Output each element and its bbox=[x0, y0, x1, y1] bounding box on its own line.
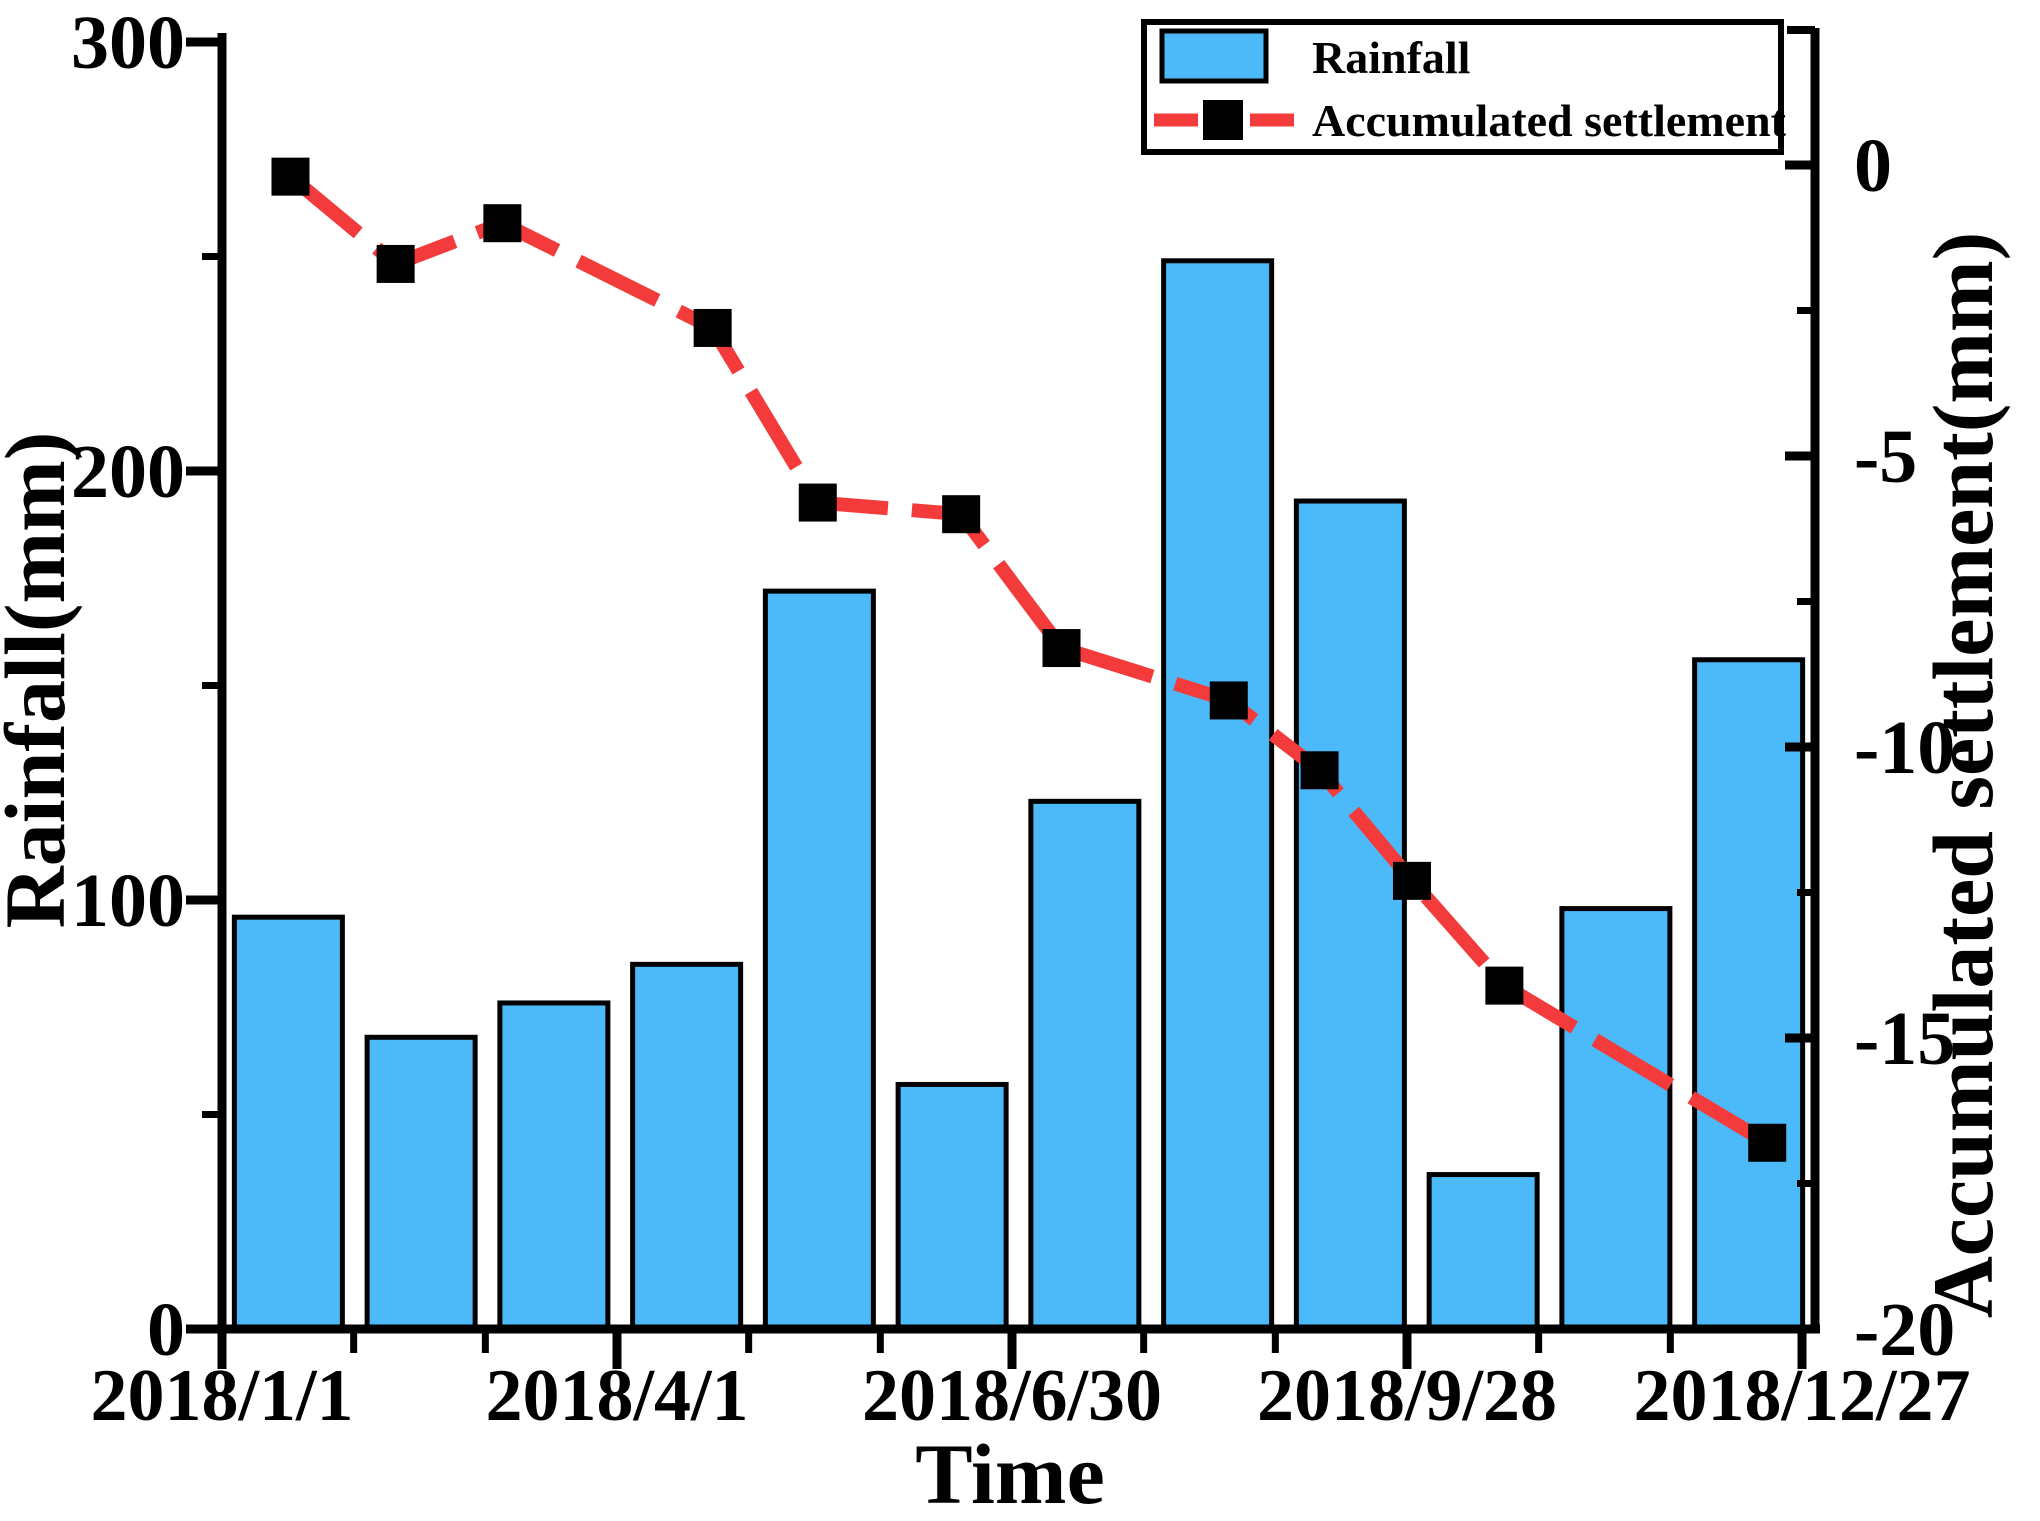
left-axis-tick-label: 300 bbox=[71, 1, 185, 85]
settlement-line-layer bbox=[271, 157, 1787, 1162]
rainfall-bar bbox=[1559, 906, 1673, 1332]
rainfall-bar bbox=[1028, 798, 1142, 1332]
x-axis-date-label: 2018/9/28 bbox=[1257, 1355, 1557, 1437]
rainfall-bar bbox=[1426, 1172, 1540, 1332]
settlement-marker bbox=[1485, 966, 1524, 1005]
settlement-marker bbox=[1209, 681, 1248, 720]
x-axis-title: Time bbox=[915, 1426, 1105, 1521]
settlement-marker bbox=[1300, 751, 1339, 790]
x-axis-date-label: 2018/6/30 bbox=[862, 1355, 1162, 1437]
right-axis-tick-label: -20 bbox=[1854, 1288, 1955, 1372]
settlement-marker bbox=[1748, 1123, 1787, 1162]
rainfall-bar bbox=[630, 961, 744, 1332]
rainfall-bar bbox=[364, 1034, 478, 1332]
rainfall-bar bbox=[1161, 258, 1275, 1332]
settlement-marker bbox=[942, 495, 981, 534]
right-axis-tick-label: 0 bbox=[1854, 124, 1892, 208]
settlement-marker bbox=[798, 483, 837, 522]
legend-square-marker bbox=[1203, 100, 1243, 140]
legend-rainfall-label: Rainfall bbox=[1312, 32, 1470, 83]
rainfall-bars-layer bbox=[231, 258, 1806, 1332]
axes-layer bbox=[186, 26, 1820, 1369]
left-axis-title: Rainfall(mm) bbox=[0, 432, 83, 929]
right-axis-tick-label: -10 bbox=[1854, 706, 1955, 790]
rainfall-bar bbox=[762, 588, 876, 1332]
rainfall-bar bbox=[497, 1000, 611, 1332]
rainfall-bar bbox=[1692, 657, 1806, 1332]
settlement-marker bbox=[1042, 629, 1081, 668]
left-axis-tick-label: 100 bbox=[71, 859, 185, 943]
legend-settlement-label: Accumulated settlement bbox=[1312, 95, 1787, 146]
left-axis-tick-label: 200 bbox=[71, 430, 185, 514]
settlement-marker bbox=[483, 204, 522, 243]
legend: Rainfall Accumulated settlement bbox=[1141, 19, 1787, 155]
x-axis-date-label: 2018/4/1 bbox=[485, 1355, 748, 1437]
settlement-marker bbox=[693, 308, 732, 347]
rainfall-bar bbox=[895, 1081, 1009, 1332]
right-axis-tick-label: -5 bbox=[1854, 415, 1917, 499]
settlement-marker bbox=[376, 244, 415, 283]
rainfall-bar bbox=[1293, 498, 1407, 1332]
settlement-marker bbox=[1392, 861, 1431, 900]
x-axis-date-label: 2018/12/27 bbox=[1633, 1355, 1970, 1437]
right-axis-title: Accumulated settlement(mm) bbox=[1915, 232, 2011, 1319]
right-axis-tick-label: -15 bbox=[1854, 997, 1955, 1081]
left-axis-tick-label: 0 bbox=[147, 1288, 185, 1372]
x-axis-date-label: 2018/1/1 bbox=[90, 1355, 353, 1437]
legend-bar-swatch bbox=[1159, 28, 1269, 84]
settlement-marker bbox=[271, 157, 310, 196]
rainfall-bar bbox=[231, 914, 345, 1332]
tick-labels-layer: 0 100 200 300 0 -5 -10 -15 -20 2018/1/1 2018/4/1 20… bbox=[71, 1, 1971, 1437]
